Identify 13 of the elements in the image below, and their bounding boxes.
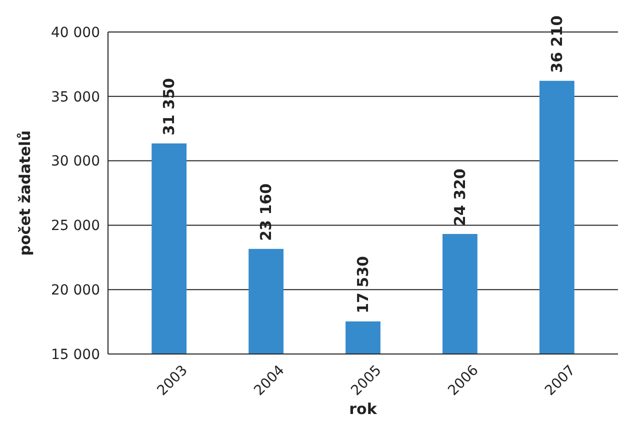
data-label: 23 160 [257,183,276,241]
data-label: 17 530 [354,256,372,314]
data-label: 36 210 [548,15,566,73]
data-label: 31 350 [160,78,178,136]
y-tick-label: 25 000 [51,218,100,234]
y-tick-label: 40 000 [51,24,100,41]
x-axis-title: rok [349,400,378,418]
data-label: 24 320 [450,168,469,226]
y-tick-label: 20 000 [51,282,100,298]
y-tick-label: 30 000 [51,154,100,170]
y-tick-label: 35 000 [51,89,100,106]
y-axis-title: počet žadatelů [16,130,34,256]
y-tick-label: 15 000 [51,346,100,363]
